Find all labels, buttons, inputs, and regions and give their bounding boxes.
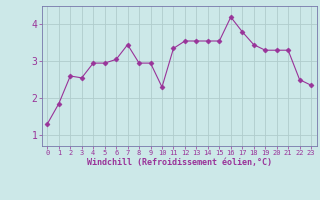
X-axis label: Windchill (Refroidissement éolien,°C): Windchill (Refroidissement éolien,°C) xyxy=(87,158,272,167)
